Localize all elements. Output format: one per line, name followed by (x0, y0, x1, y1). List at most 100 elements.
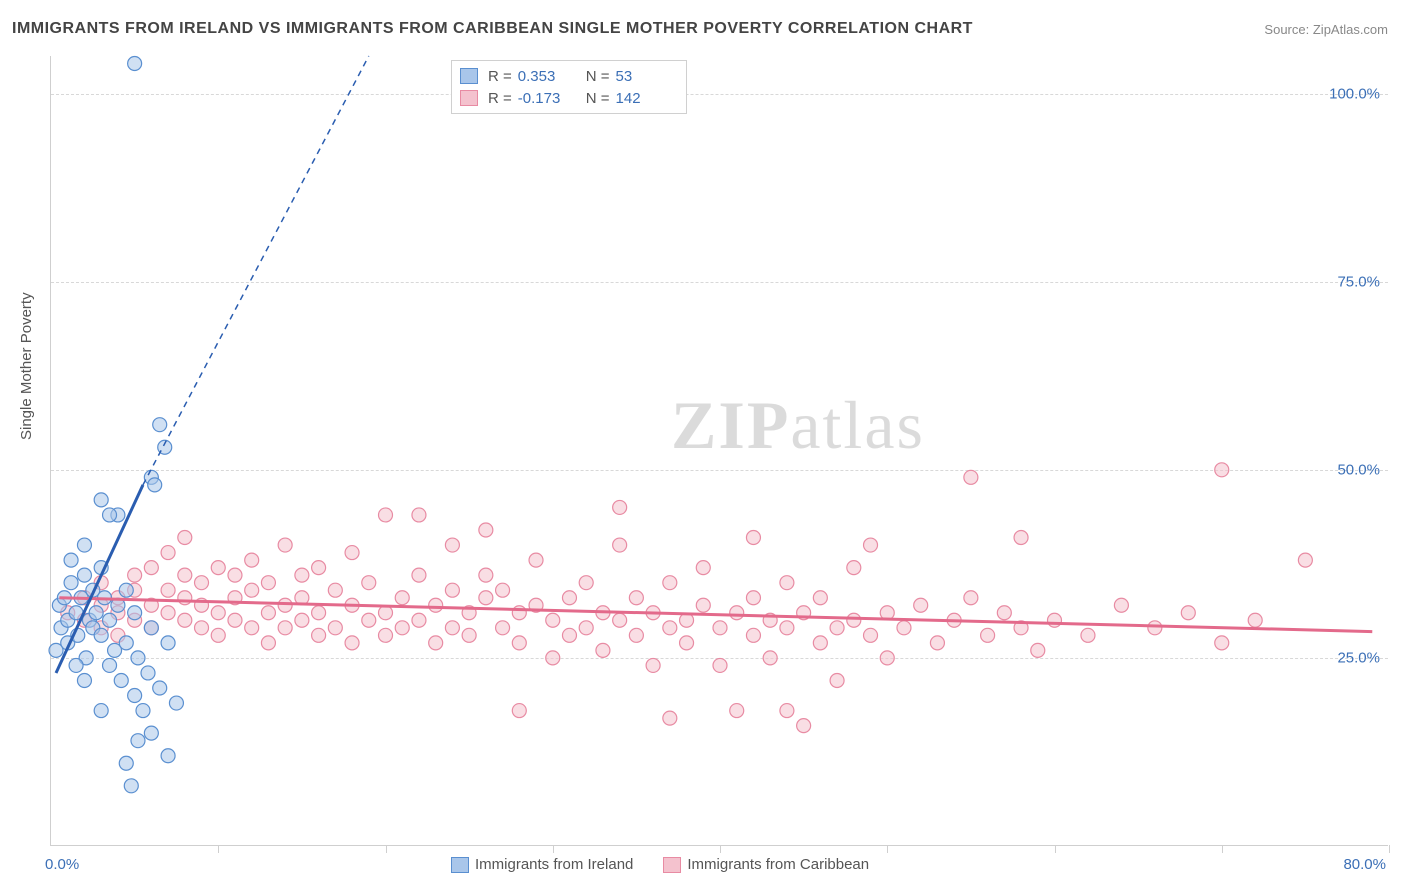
data-point (345, 546, 359, 560)
data-point (128, 568, 142, 582)
data-point (412, 568, 426, 582)
scatter-plot (51, 56, 1388, 845)
data-point (529, 553, 543, 567)
data-point (362, 613, 376, 627)
data-point (680, 636, 694, 650)
data-point (124, 779, 138, 793)
data-point (997, 606, 1011, 620)
data-point (103, 508, 117, 522)
data-point (512, 704, 526, 718)
data-point (144, 726, 158, 740)
data-point (1181, 606, 1195, 620)
data-point (119, 756, 133, 770)
legend-item-ireland: Immigrants from Ireland (451, 856, 633, 873)
data-point (847, 561, 861, 575)
data-point (312, 628, 326, 642)
data-point (228, 568, 242, 582)
data-point (479, 591, 493, 605)
data-point (144, 621, 158, 635)
source-name: ZipAtlas.com (1313, 22, 1388, 37)
data-point (148, 478, 162, 492)
data-point (429, 636, 443, 650)
data-point (161, 606, 175, 620)
data-point (864, 538, 878, 552)
data-point (211, 628, 225, 642)
data-point (195, 576, 209, 590)
data-point (103, 658, 117, 672)
data-point (131, 734, 145, 748)
data-point (562, 628, 576, 642)
plot-area: 25.0%50.0%75.0%100.0% ZIPatlas R = 0.353… (50, 56, 1388, 846)
data-point (412, 613, 426, 627)
data-point (1215, 463, 1229, 477)
data-point (379, 508, 393, 522)
data-point (261, 576, 275, 590)
data-point (295, 568, 309, 582)
x-axis-max-label: 80.0% (1343, 856, 1386, 873)
data-point (780, 621, 794, 635)
data-point (131, 651, 145, 665)
data-point (546, 651, 560, 665)
data-point (479, 523, 493, 537)
data-point (445, 583, 459, 597)
data-point (663, 621, 677, 635)
data-point (278, 598, 292, 612)
legend-swatch-caribbean (663, 857, 681, 873)
data-point (94, 493, 108, 507)
data-point (696, 561, 710, 575)
data-point (345, 636, 359, 650)
data-point (562, 591, 576, 605)
data-point (1081, 628, 1095, 642)
data-point (178, 613, 192, 627)
data-point (362, 576, 376, 590)
data-point (178, 531, 192, 545)
data-point (49, 643, 63, 657)
y-axis-title: Single Mother Poverty (18, 292, 35, 440)
data-point (144, 561, 158, 575)
data-point (228, 613, 242, 627)
data-point (1014, 531, 1028, 545)
data-point (512, 636, 526, 650)
data-point (696, 598, 710, 612)
data-point (445, 621, 459, 635)
stats-row-ireland: R = 0.353 N = 53 (460, 65, 674, 87)
data-point (496, 583, 510, 597)
swatch-ireland (460, 68, 478, 84)
data-point (763, 651, 777, 665)
legend-label-caribbean: Immigrants from Caribbean (687, 856, 869, 873)
data-point (613, 500, 627, 514)
source-label: Source: (1264, 22, 1309, 37)
data-point (981, 628, 995, 642)
data-point (546, 613, 560, 627)
data-point (245, 621, 259, 635)
data-point (128, 606, 142, 620)
data-point (64, 553, 78, 567)
data-point (312, 561, 326, 575)
data-point (328, 621, 342, 635)
data-point (813, 591, 827, 605)
data-point (211, 561, 225, 575)
n-value-ireland: 53 (616, 68, 674, 85)
data-point (596, 643, 610, 657)
data-point (379, 606, 393, 620)
data-point (445, 538, 459, 552)
data-point (629, 628, 643, 642)
data-point (830, 673, 844, 687)
data-point (161, 749, 175, 763)
data-point (161, 546, 175, 560)
data-point (278, 538, 292, 552)
data-point (1048, 613, 1062, 627)
r-value-caribbean: -0.173 (518, 90, 576, 107)
data-point (462, 628, 476, 642)
data-point (77, 538, 91, 552)
data-point (278, 621, 292, 635)
correlation-stats-box: R = 0.353 N = 53 R = -0.173 N = 142 (451, 60, 687, 114)
data-point (797, 719, 811, 733)
data-point (914, 598, 928, 612)
data-point (114, 673, 128, 687)
data-point (964, 591, 978, 605)
data-point (1298, 553, 1312, 567)
legend-label-ireland: Immigrants from Ireland (475, 856, 633, 873)
data-point (312, 606, 326, 620)
data-point (211, 606, 225, 620)
